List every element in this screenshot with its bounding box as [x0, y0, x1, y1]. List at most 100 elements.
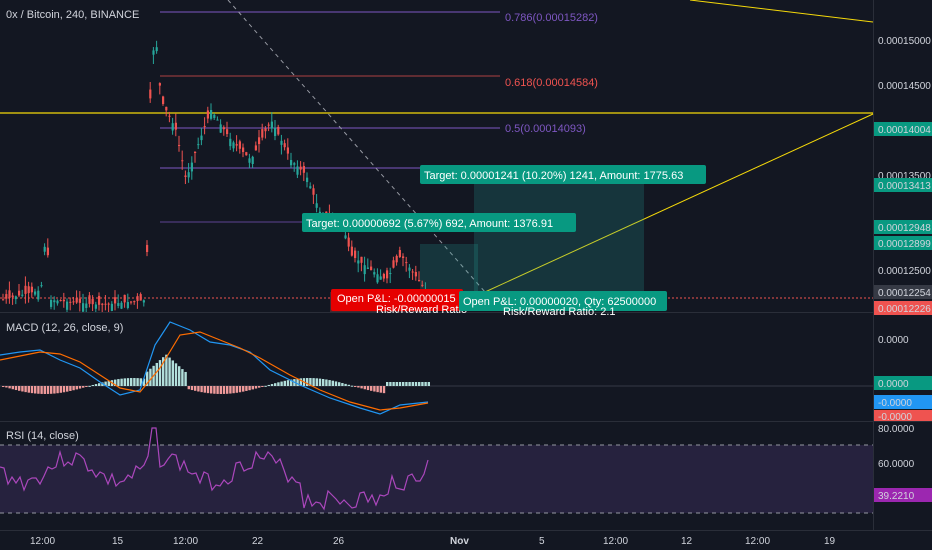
macd-histogram-bar	[50, 386, 53, 394]
candle-body	[56, 300, 59, 304]
fib-label-0786: 0.786(0.00015282)	[505, 12, 598, 24]
time-axis[interactable]: 12:00 15 12:00 22 26 Nov 5 12:00 12 12:0…	[30, 536, 836, 547]
candle-body	[219, 124, 222, 133]
candle-body	[411, 271, 414, 273]
candle-body	[200, 135, 203, 141]
macd-histogram-bar	[213, 386, 216, 394]
macd-histogram-bar	[126, 378, 130, 386]
candle-body	[24, 285, 27, 294]
trendline-ascending[interactable]	[484, 113, 874, 293]
candle-body	[283, 143, 286, 148]
target-label-2: Target: 0.00000692 (5.67%) 692, Amount: …	[306, 218, 553, 230]
candle-body	[344, 235, 347, 239]
target-label-2-bg[interactable]	[302, 213, 576, 232]
macd-histogram-bar	[88, 385, 91, 387]
rsi-tick-60: 60.0000	[878, 459, 915, 470]
macd-histogram-bar	[114, 379, 117, 386]
rsi-line	[0, 427, 429, 511]
macd-histogram-bar	[248, 386, 251, 391]
candle-body	[389, 273, 392, 274]
candle-body	[14, 296, 17, 300]
target-label-1-bg[interactable]	[420, 165, 706, 184]
trendline-dashed-descending[interactable]	[227, 0, 486, 293]
candle-body	[5, 294, 8, 299]
position-zone-2[interactable]	[474, 184, 644, 292]
macd-histogram-bar	[408, 382, 411, 386]
candle-body	[414, 271, 417, 277]
chart-title[interactable]: 0x / Bitcoin, 240, BINANCE	[6, 9, 139, 21]
macd-histogram-bar	[149, 368, 152, 386]
macd-histogram-bar	[123, 378, 126, 386]
open-pnl-red-bg[interactable]	[331, 289, 463, 311]
macd-histogram-bar	[219, 386, 222, 394]
macd-histogram-bar	[155, 362, 158, 386]
time-tick-6: 5	[539, 536, 545, 547]
candle-body	[203, 126, 206, 128]
macd-histogram-bar	[98, 383, 101, 386]
candle-body	[98, 295, 101, 305]
macd-histogram-bar	[8, 386, 11, 389]
macd-histogram-bar	[312, 378, 315, 386]
macd-axis[interactable]: 0.0000 0.0000 -0.0000 -0.0000	[874, 335, 932, 423]
trendline-top-right[interactable]	[689, 0, 874, 23]
price-tick-012500: 0.00012500	[878, 266, 931, 277]
candle-body	[155, 47, 158, 52]
macd-line-label: -0.0000	[878, 398, 912, 409]
candle-body	[59, 300, 62, 302]
candle-body	[309, 186, 312, 189]
candle-body	[254, 145, 257, 151]
macd-histogram-bar	[181, 369, 184, 386]
candle-body	[347, 237, 350, 247]
macd-histogram-bar	[226, 386, 229, 394]
rsi-title[interactable]: RSI (14, close)	[6, 430, 79, 442]
rsi-axis[interactable]: 80.0000 60.0000 39.2210	[874, 424, 932, 502]
time-tick-1: 15	[112, 536, 124, 547]
position-zone-1[interactable]	[420, 244, 478, 292]
macd-histogram-bar	[296, 378, 299, 386]
candle-body	[72, 301, 75, 303]
candle-body	[158, 83, 161, 86]
macd-title[interactable]: MACD (12, 26, close, 9)	[6, 322, 123, 334]
rsi-band	[0, 445, 873, 513]
candle-body	[206, 110, 209, 119]
candle-body	[152, 50, 155, 55]
macd-histogram-bar	[274, 383, 277, 386]
macd-histogram-bar	[338, 382, 341, 386]
candle-body	[270, 121, 273, 129]
macd-histogram-bar	[104, 381, 107, 386]
macd-histogram-bar	[27, 386, 30, 393]
macd-histogram-bar	[283, 380, 286, 386]
macd-histogram-bar	[341, 383, 344, 386]
price-label-last: 0.00012254	[878, 288, 931, 299]
macd-histogram-bar	[24, 386, 27, 393]
candle-body	[69, 301, 72, 303]
macd-histogram-bar	[411, 382, 414, 386]
open-pnl-red: Open P&L: -0.00000015	[337, 293, 456, 305]
macd-histogram-bar	[261, 386, 264, 387]
candle-body	[174, 122, 177, 130]
candle-body	[91, 299, 94, 305]
macd-histogram-bar	[379, 386, 382, 393]
open-pnl-green-bg[interactable]	[459, 291, 667, 311]
fib-label-05: 0.5(0.00014093)	[505, 123, 586, 135]
macd-histogram-bar	[178, 366, 181, 386]
price-label-target1-bg	[874, 178, 932, 192]
macd-histogram-bar	[318, 378, 322, 386]
candle-body	[181, 160, 184, 162]
candle-body	[34, 291, 37, 295]
candle-body	[75, 297, 78, 303]
candle-body	[398, 250, 401, 257]
macd-histogram-bar	[382, 386, 386, 394]
macd-histogram-bar	[373, 386, 376, 392]
price-axis[interactable]: 0.00015000 0.00014500 0.00014004 0.00013…	[874, 36, 932, 315]
price-label-stop-bg	[874, 301, 932, 315]
candle-body	[94, 304, 97, 309]
candle-body	[293, 163, 296, 165]
macd-histogram-bar	[309, 378, 312, 386]
macd-histogram-bar	[357, 386, 360, 388]
macd-histogram-bar	[56, 386, 59, 394]
candle-body	[187, 172, 190, 178]
candle-body	[354, 250, 357, 258]
